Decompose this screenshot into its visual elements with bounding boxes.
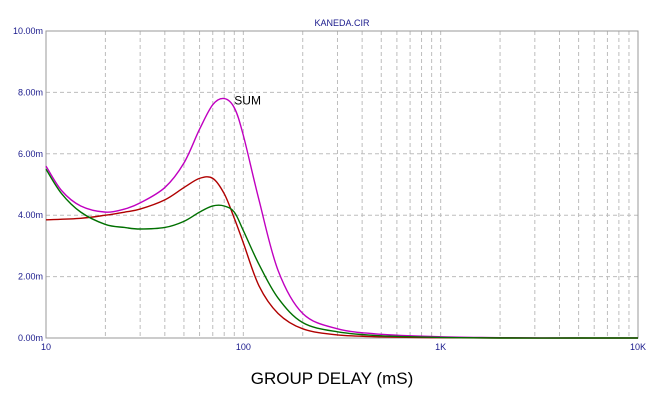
chart-title: KANEDA.CIR (314, 18, 370, 28)
grid (46, 31, 638, 338)
y-axis-ticks: 0.00m 2.00m 4.00m 6.00m 8.00m 10.00m (13, 26, 43, 343)
x-axis-ticks: 10 100 1K 10K (41, 342, 646, 352)
y-tick-label: 6.00m (18, 149, 43, 159)
x-tick-label: 10K (630, 342, 646, 352)
annotation-label: SUM (234, 94, 261, 108)
y-tick-label: 2.00m (18, 272, 43, 282)
y-tick-label: 8.00m (18, 87, 43, 97)
y-tick-label: 0.00m (18, 333, 43, 343)
y-tick-label: 4.00m (18, 210, 43, 220)
series-lines (45, 97, 639, 339)
plot-frame (45, 30, 639, 339)
x-tick-label: 1K (435, 342, 446, 352)
x-axis-label: GROUP DELAY (mS) (251, 369, 413, 388)
x-tick-label: 10 (41, 342, 51, 352)
series-line-3 (45, 168, 638, 339)
annotations: SUM (234, 94, 261, 108)
x-tick-label: 100 (236, 342, 251, 352)
y-tick-label: 10.00m (13, 26, 43, 36)
plot-border (45, 30, 639, 339)
